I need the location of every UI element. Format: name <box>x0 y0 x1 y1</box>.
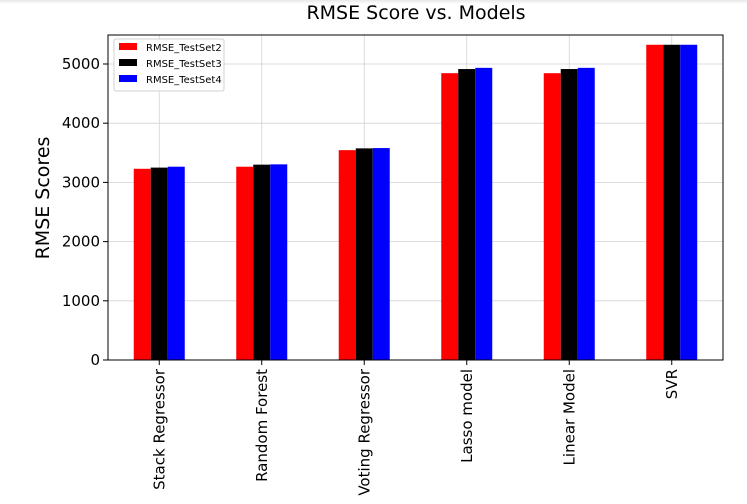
y-tick-label: 0 <box>90 351 100 369</box>
bar-rmse-testset2 <box>441 73 459 361</box>
bar-rmse-testset2 <box>338 150 356 360</box>
legend-swatch <box>119 75 137 82</box>
bar-rmse-testset2 <box>646 44 664 360</box>
bar-rmse-testset3 <box>355 148 373 360</box>
y-tick-label: 3000 <box>62 173 100 191</box>
bar-rmse-testset4 <box>372 148 390 360</box>
bar-rmse-testset3 <box>560 69 578 361</box>
bar-rmse-testset4 <box>270 164 288 360</box>
x-tick-label: Random Forest <box>253 369 271 482</box>
plot-frame <box>107 34 724 361</box>
y-tick-label: 5000 <box>62 55 100 73</box>
x-tick-label: Stack Regressor <box>150 368 168 490</box>
bar-rmse-testset4 <box>475 67 493 360</box>
bar-rmse-testset3 <box>150 167 168 360</box>
bar-rmse-testset4 <box>577 67 595 360</box>
x-tick-label: Linear Model <box>560 369 578 465</box>
y-tick-label: 4000 <box>62 114 100 132</box>
bar-rmse-testset2 <box>236 166 254 360</box>
x-tick-label: Voting Regressor <box>355 368 373 495</box>
x-tick-label: Lasso model <box>458 369 476 463</box>
y-tick-label: 1000 <box>62 292 100 310</box>
legend: RMSE_TestSet2 RMSE_TestSet3 RMSE_TestSet4 <box>113 38 225 92</box>
bar-rmse-testset4 <box>680 44 698 360</box>
bar-rmse-testset4 <box>167 166 185 360</box>
x-axis-ticks: Stack Regressor Random Forest Voting Regre… <box>150 360 681 496</box>
y-axis-ticks: 0 1000 2000 3000 4000 5000 <box>62 55 108 369</box>
bar-rmse-testset3 <box>253 164 271 360</box>
x-tick-label: SVR <box>663 369 681 399</box>
window-top-edge <box>0 0 747 4</box>
y-tick-label: 2000 <box>62 233 100 251</box>
bar-rmse-testset3 <box>458 69 476 361</box>
legend-label: RMSE_TestSet3 <box>146 59 222 70</box>
legend-swatch <box>119 59 137 66</box>
chart-title: RMSE Score vs. Models <box>306 2 525 24</box>
bar-rmse-testset2 <box>543 73 561 361</box>
legend-label: RMSE_TestSet4 <box>146 75 222 86</box>
legend-box <box>113 38 225 92</box>
legend-swatch <box>119 43 137 50</box>
y-axis-label: RMSE Scores <box>32 137 54 260</box>
bar-rmse-testset2 <box>133 168 151 360</box>
legend-label: RMSE_TestSet2 <box>146 43 222 54</box>
bar-rmse-testset3 <box>663 44 681 360</box>
bars-group <box>133 44 698 361</box>
